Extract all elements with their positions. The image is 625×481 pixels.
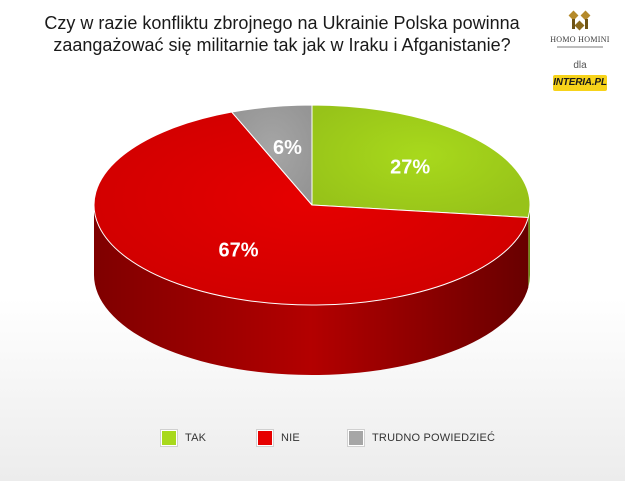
branding: HOMO HOMINI dla INTERIA.PL [549, 10, 611, 91]
data-label-nie: 67% [218, 239, 258, 261]
pie-slice-nie [93, 111, 529, 306]
legend-item-nie: NIE [257, 426, 300, 450]
chart-title-line-1: Czy w razie konfliktu zbrojnego na Ukrai… [44, 13, 520, 33]
legend-label-tak: TAK [185, 432, 207, 444]
legend-item-tak: TAK [161, 426, 206, 450]
legend: TAK NIE TRUDNO POWIEDZIEĆ [0, 426, 625, 450]
legend-swatch-trudno [348, 430, 364, 446]
for-label: dla [573, 60, 587, 71]
legend-swatch-nie [257, 430, 273, 446]
pie-side-tak [528, 205, 530, 288]
pie-sides [94, 205, 530, 375]
pie-slice-tak [311, 104, 531, 219]
interia-logo: INTERIA.PL [553, 75, 607, 91]
logo-divider [557, 46, 603, 48]
legend-item-trudno: TRUDNO POWIEDZIEĆ [348, 426, 495, 450]
legend-label-trudno: TRUDNO POWIEDZIEĆ [372, 432, 496, 444]
data-label-tak: 27% [390, 156, 430, 178]
homo-homini-logo-text: HOMO HOMINI [550, 35, 610, 44]
data-label-trudno: 6% [273, 137, 302, 159]
pie-tops [93, 104, 531, 306]
chart-title: Czy w razie konfliktu zbrojnego na Ukrai… [22, 12, 542, 56]
pie-side-nie [94, 205, 529, 375]
pie-slice-trudno [231, 104, 313, 206]
legend-swatch-tak [161, 430, 177, 446]
homo-homini-logo-icon [568, 10, 591, 31]
chart-title-line-2: zaangażować się militarnie tak jak w Ira… [53, 35, 511, 55]
pie-labels: 27% 67% 6% [218, 137, 430, 261]
legend-label-nie: NIE [281, 432, 300, 444]
